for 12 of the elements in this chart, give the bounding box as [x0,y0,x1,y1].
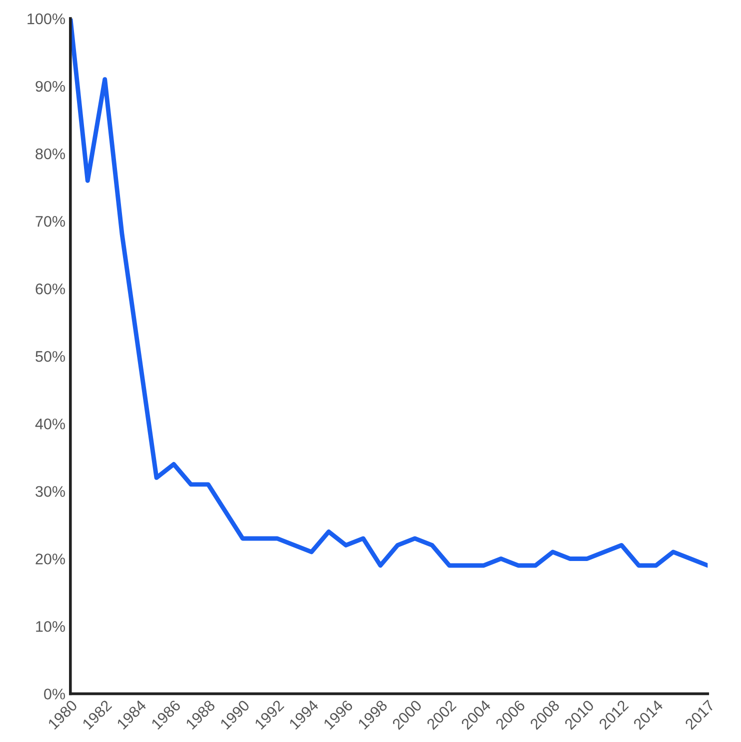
y-tick-label: 50% [36,351,65,362]
y-tick-label: 0% [44,688,65,700]
y-tick-label: 80% [36,148,65,160]
y-tick-label: 40% [35,418,65,430]
y-tick-label: 70% [36,216,65,227]
y-tick-label: 20% [36,554,65,564]
y-tick-label: 90% [36,80,65,92]
y-tick-label: 100% [28,13,65,24]
y-tick-label: 10% [36,621,65,632]
y-tick-label: 30% [36,486,65,497]
y-tick-label: 60% [36,284,65,294]
line-series [70,18,708,568]
